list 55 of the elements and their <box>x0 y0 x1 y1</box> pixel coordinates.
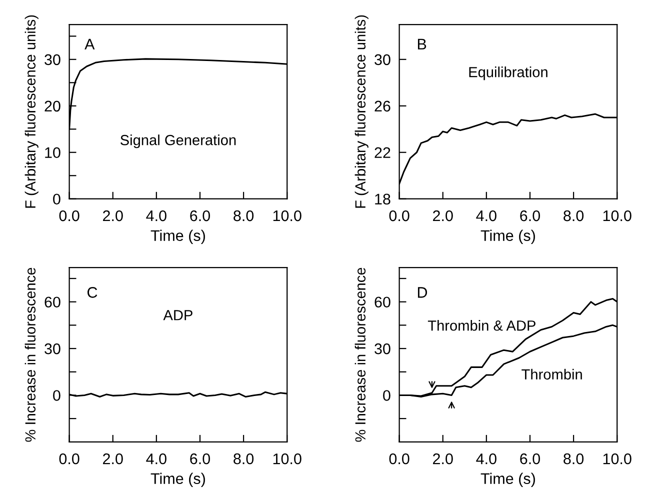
x-tick-label: 10.0 <box>603 210 632 222</box>
x-tick-label: 8.0 <box>234 453 254 464</box>
x-axis-title: Time (s) <box>150 230 205 244</box>
x-tick-label: 0.0 <box>59 210 80 222</box>
annotation: A <box>84 38 95 50</box>
x-tick-label: 10.0 <box>273 453 302 464</box>
series-label: Thrombin <box>522 368 582 380</box>
y-tick-label: 0 <box>383 390 390 401</box>
annotation: C <box>88 287 98 298</box>
x-tick-label: 6.0 <box>190 453 210 464</box>
annotation: ADP <box>163 310 192 320</box>
x-axis-title: Time (s) <box>480 230 535 244</box>
annotation: Equilibration <box>469 66 548 80</box>
series-label: Thrombin & ADP <box>428 320 536 331</box>
y-tick-label: 30 <box>44 54 60 66</box>
y-axis-title: % Increase in fluorescence <box>24 268 36 442</box>
y-axis-title: F (Arbitary fluorescence units) <box>24 15 38 208</box>
annotation: D <box>418 287 428 298</box>
y-tick-label: 20 <box>44 100 60 112</box>
x-tick-label: 2.0 <box>103 453 123 464</box>
annotation: B <box>418 38 426 50</box>
x-tick-label: 4.0 <box>476 453 496 464</box>
y-tick-label: 30 <box>374 54 390 66</box>
y-tick-label: 26 <box>374 100 390 112</box>
x-axis-title: Time (s) <box>150 472 205 488</box>
x-tick-label: 4.0 <box>146 453 166 464</box>
x-tick-label: 6.0 <box>190 210 210 222</box>
x-tick-label: 0.0 <box>389 453 410 464</box>
x-tick-label: 10.0 <box>603 453 632 464</box>
x-tick-label: 8.0 <box>564 453 584 464</box>
y-tick-label: 30 <box>44 343 60 354</box>
x-tick-label: 0.0 <box>59 453 80 464</box>
x-axis-title: Time (s) <box>480 472 535 488</box>
y-axis-title: F (Arbitary fluorescence units) <box>354 15 368 208</box>
x-tick-label: 6.0 <box>520 210 540 222</box>
y-axis-title: % Increase in fluorescence <box>354 268 366 442</box>
x-tick-label: 10.0 <box>273 210 302 222</box>
y-tick-label: 60 <box>374 296 390 308</box>
y-tick-label: 60 <box>44 296 60 308</box>
x-tick-label: 4.0 <box>476 210 496 222</box>
x-tick-label: 8.0 <box>564 210 584 222</box>
x-tick-label: 2.0 <box>433 210 453 222</box>
y-tick-label: 0 <box>53 194 60 205</box>
x-tick-label: 4.0 <box>146 210 166 222</box>
x-tick-label: 6.0 <box>520 453 540 464</box>
x-tick-label: 2.0 <box>433 453 453 464</box>
x-tick-label: 8.0 <box>234 210 254 222</box>
y-tick-label: 22 <box>374 147 390 158</box>
annotation: Signal Generation <box>120 134 236 148</box>
x-tick-label: 0.0 <box>389 210 410 222</box>
x-tick-label: 2.0 <box>103 210 123 222</box>
y-tick-label: 0 <box>53 390 60 401</box>
y-tick-label: 10 <box>45 147 60 158</box>
y-tick-label: 18 <box>375 194 390 205</box>
y-tick-label: 30 <box>374 343 390 354</box>
